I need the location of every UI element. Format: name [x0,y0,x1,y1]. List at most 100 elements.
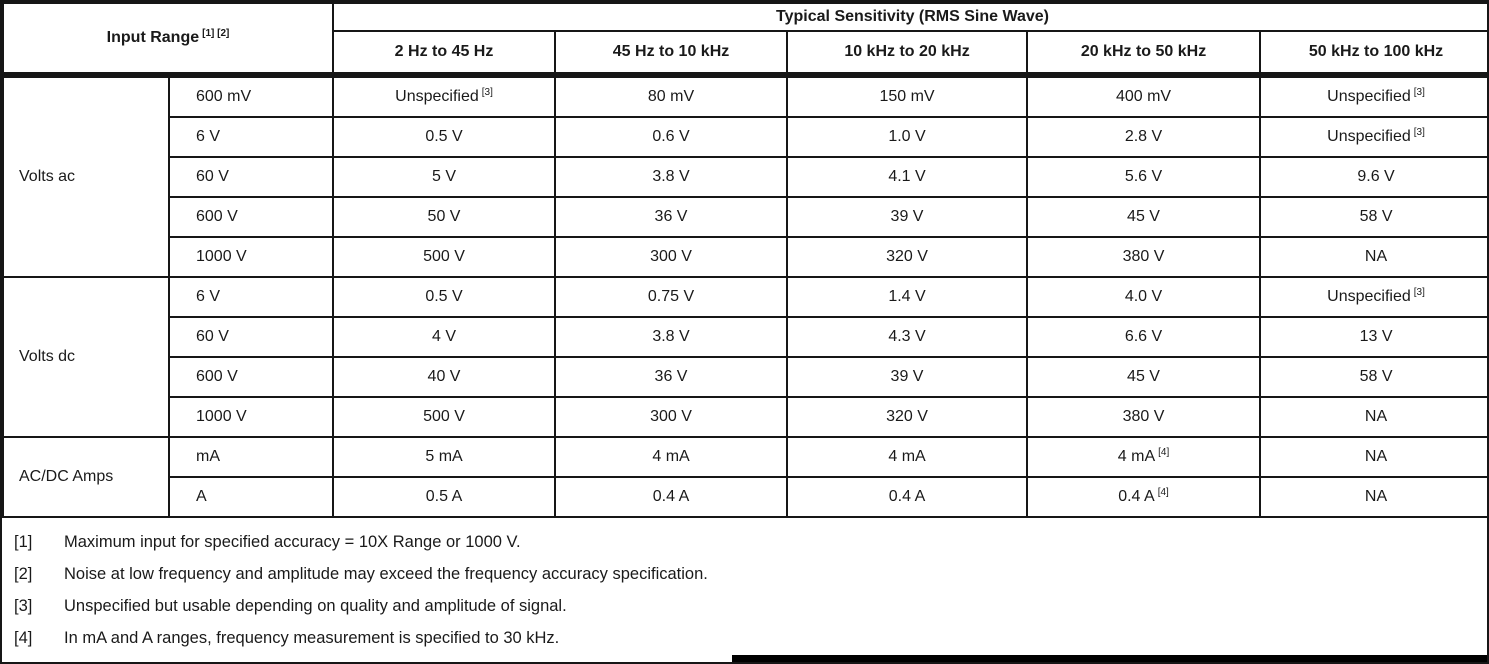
value-cell: 2.8 V [1026,116,1262,158]
value-text: Unspecified [1327,88,1411,105]
value-text: 6.6 V [1124,328,1163,345]
range-cell: 600 V [167,196,335,238]
value-text: 320 V [886,408,928,425]
value-text: 4.0 V [1124,288,1163,305]
value-text: 400 mV [1115,88,1172,105]
footnote-line: [3] Unspecified but usable depending on q… [14,590,1487,622]
value-text: 5 mA [425,448,463,465]
value-text: 0.4 A [888,488,926,505]
value-text: 320 V [886,248,928,265]
range-cell: 60 V [167,156,335,198]
value-cell: 5 mA [332,436,557,478]
value-cell: 3.8 V [554,316,789,358]
input-range-footnote-refs: [1] [2] [202,27,230,39]
table-row: AC/DC Amps mA 5 mA 4 mA 4 mA 4 mA [4] NA [2,436,1487,518]
value-text: 9.6 V [1357,168,1395,185]
value-cell: 4 mA [4] [1026,436,1262,478]
value-text: 4 mA [888,448,926,465]
value-text: 4 V [432,328,457,345]
value-cell: 380 V [1026,236,1262,278]
value-text: 4 mA [1117,448,1156,465]
value-text: 0.5 V [425,288,463,305]
value-cell: 5.6 V [1026,156,1262,198]
value-text: NA [1364,408,1388,425]
value-text: 380 V [1122,248,1165,265]
freq-band-header: 50 kHz to 100 kHz [1259,30,1487,78]
value-cell: 0.5 V [332,276,557,318]
footnote-ref: [4] [1158,446,1170,458]
value-cell: 0.4 A [554,476,789,518]
value-text: 40 V [427,368,461,385]
value-text: 45 V [1127,368,1160,385]
value-text: 0.5 V [425,128,463,145]
value-text: 36 V [654,368,688,385]
value-cell: 3.8 V [554,156,789,198]
footnotes: [1] Maximum input for specified accuracy … [2,518,1487,662]
table-row: 60 V 5 V 3.8 V 4.1 V 5.6 V 9.6 V [3,156,1487,198]
value-cell: 0.6 V [554,116,789,158]
table-row: 1000 V 500 V 300 V 320 V 380 V NA [3,396,1487,438]
table-row: Volts dc 6 V 0.5 V 0.75 V 1.4 V 4.0 V Unspecif… [2,276,1487,438]
value-text: 5 V [432,168,457,185]
footnote-ref-label: [4] [14,629,33,647]
freq-band-header: 45 Hz to 10 kHz [554,30,789,78]
footnote-ref: [4] [1157,486,1169,498]
value-cell: 0.5 A [332,476,557,518]
value-cell: 320 V [786,236,1029,278]
value-cell: 40 V [332,356,557,398]
value-cell: 500 V [332,396,557,438]
table-row: A 0.5 A 0.4 A 0.4 A 0.4 A [4] NA [3,476,1487,518]
value-cell: 1.0 V [786,116,1029,158]
sensitivity-table: Input Range [1] [2] Typical Sensitivity (… [2,2,1487,518]
value-cell: Unspecified [3] [332,74,557,118]
range-cell: 60 V [167,316,335,358]
value-text: 4.1 V [888,168,926,185]
value-cell: 0.4 A [4] [1026,476,1262,518]
value-text: 13 V [1359,328,1393,345]
value-cell: 1.4 V [786,276,1029,318]
value-text: Unspecified [1327,128,1411,145]
group-label: AC/DC Amps [2,436,170,518]
value-cell: 150 mV [786,74,1029,118]
footnote-line: [1] Maximum input for specified accuracy … [14,526,1487,558]
value-cell: 400 mV [1026,74,1262,118]
range-cell: 1000 V [167,396,335,438]
footnote-ref: [3] [1413,286,1425,298]
value-cell: 50 V [332,196,557,238]
value-cell: 6.6 V [1026,316,1262,358]
table-row: 1000 V 500 V 300 V 320 V 380 V NA [3,236,1487,278]
value-cell: 300 V [554,396,789,438]
value-text: 58 V [1359,368,1393,385]
header-row-frequency-bands: 2 Hz to 45 Hz 45 Hz to 10 kHz 10 kHz to 20… [3,30,1487,78]
value-text: 0.6 V [652,128,690,145]
value-cell: 4 V [332,316,557,358]
table-row: 600 V 40 V 36 V 39 V 45 V 58 V [3,356,1487,398]
sensitivity-title: Typical Sensitivity (RMS Sine Wave) [332,2,1487,32]
value-cell: NA [1259,236,1487,278]
group-label: Volts ac [2,74,170,278]
value-cell: 80 mV [554,74,789,118]
footnote-ref-label: [2] [14,565,33,583]
value-text: 80 mV [647,88,695,105]
input-range-header: Input Range [1] [2] [2,2,335,78]
range-cell: A [167,476,335,518]
footnote-text: Noise at low frequency and amplitude may… [64,565,708,583]
range-cell: 6 V [167,116,335,158]
value-cell: 380 V [1026,396,1262,438]
value-cell: 0.4 A [786,476,1029,518]
value-cell: 4.3 V [786,316,1029,358]
value-cell: 36 V [554,356,789,398]
value-text: 58 V [1359,208,1393,225]
freq-band-header: 20 kHz to 50 kHz [1026,30,1262,78]
footnote-line: [4] In mA and A ranges, frequency measure… [14,622,1487,654]
range-cell: 6 V [167,276,335,318]
value-text: 39 V [890,208,924,225]
value-cell: 5 V [332,156,557,198]
footnote-text: In mA and A ranges, frequency measuremen… [64,629,560,647]
value-cell: Unspecified [3] [1259,74,1487,118]
bottom-border-bar [732,655,1487,662]
value-cell: 58 V [1259,196,1487,238]
range-cell: 600 mV [167,74,335,118]
value-cell: NA [1259,436,1487,478]
value-cell: 4 mA [786,436,1029,478]
